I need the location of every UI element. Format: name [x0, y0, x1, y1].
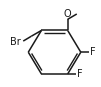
Text: F: F — [77, 69, 83, 79]
Text: Br: Br — [10, 37, 21, 47]
Text: F: F — [90, 47, 96, 57]
Text: O: O — [64, 9, 72, 19]
